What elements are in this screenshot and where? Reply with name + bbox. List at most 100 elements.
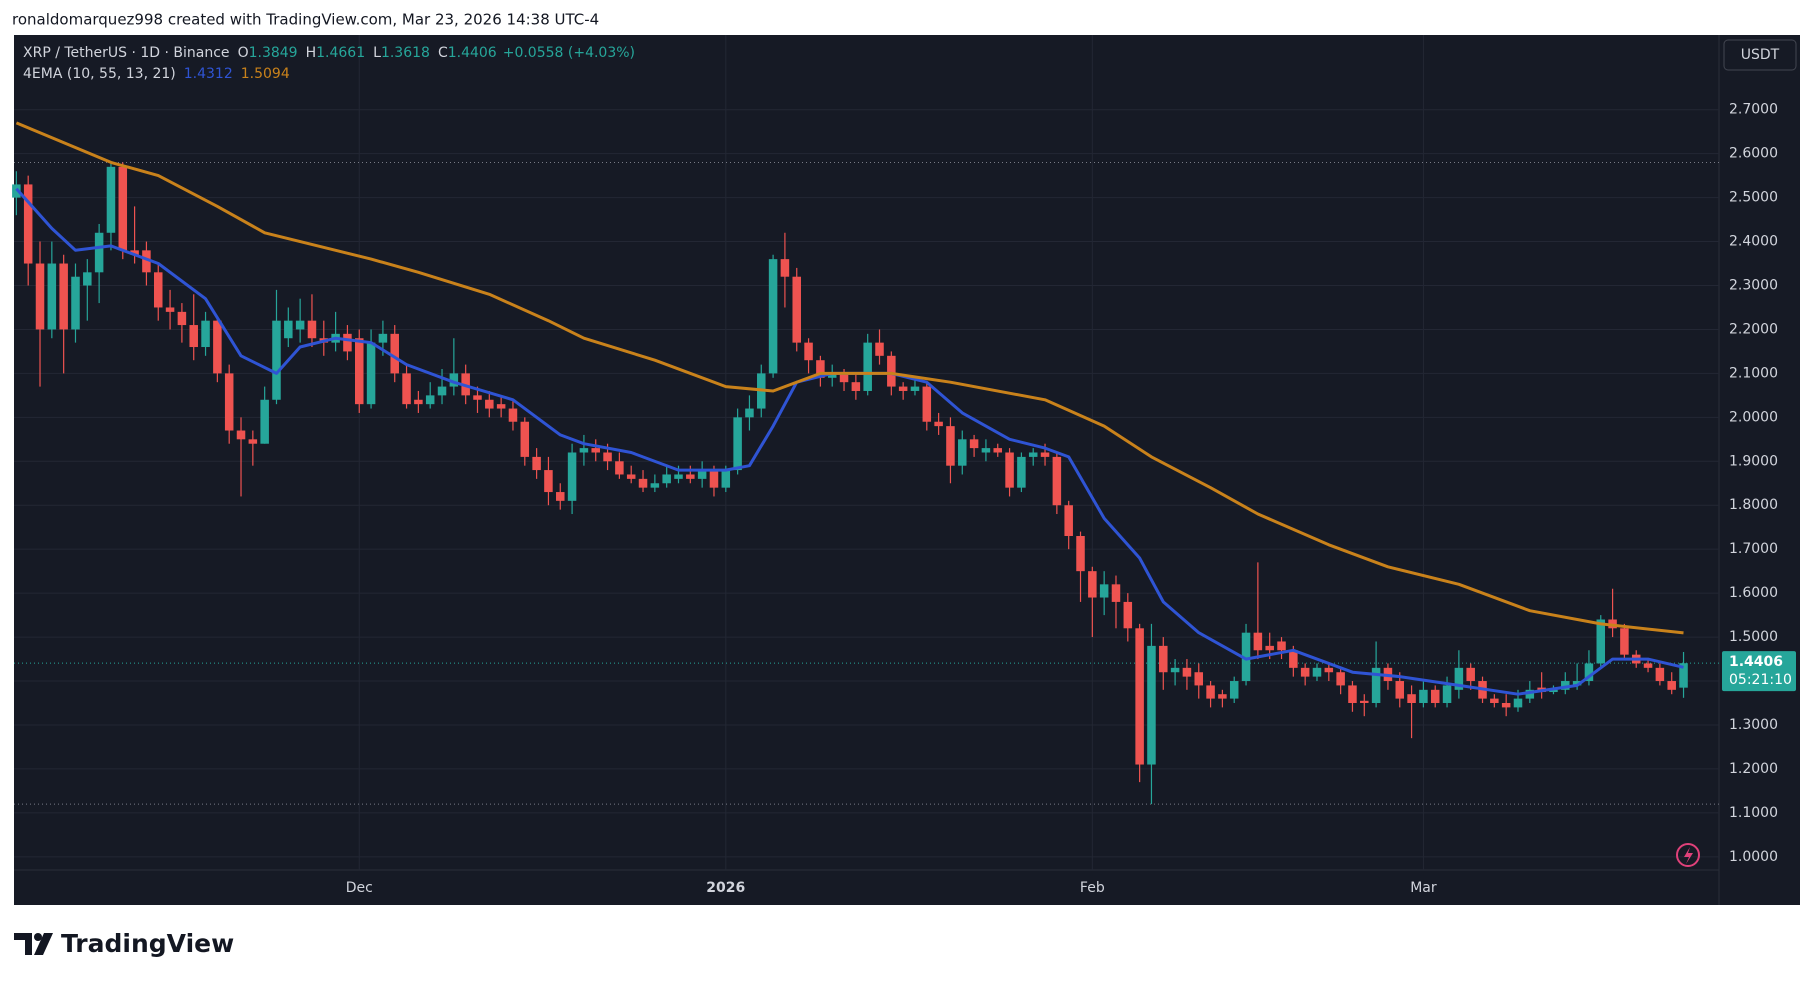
candle-body [1442,685,1452,703]
grid [14,35,1719,870]
candle-body [875,342,884,356]
candle-body [1348,685,1357,703]
candle-body [1241,632,1251,682]
candle-body [496,404,506,409]
plot [12,121,1719,805]
legend: XRP / TetherUS · 1D · Binance O1.3849 H1.4… [23,45,635,82]
candle-body [473,395,482,400]
y-tick-label: 1.0000 [1729,849,1778,865]
candle-body [839,373,849,383]
candle-body [780,259,790,277]
candle-body [946,426,955,466]
candle-body [189,325,198,348]
candle-body [721,470,731,488]
candle-body [768,259,778,374]
y-tick-label: 1.6000 [1729,585,1778,601]
candle-body [248,439,258,444]
candle-body [224,373,234,431]
candle-body [378,333,388,343]
y-tick-label: 1.3000 [1729,717,1778,733]
ohlc-key: L [373,45,381,61]
candle-body [1513,698,1523,708]
candle-body [83,272,92,286]
candle-body [993,448,1003,453]
candle-body [355,338,364,405]
candle-body [437,386,447,396]
ohlc-key: H [306,45,317,61]
candle-body [153,272,163,308]
y-tick-label: 2.5000 [1729,190,1778,206]
ohlc-key: C [438,45,448,61]
candle-body [1076,536,1085,572]
candle-body [1643,663,1653,668]
legend-line: XRP / TetherUS · 1D · Binance O1.3849 H1.4… [23,45,635,61]
logo-part [14,933,32,955]
candle-body [1360,700,1369,703]
candle-body [1655,667,1665,682]
candle-body [1088,571,1097,598]
logo-part [34,933,42,941]
candle-body [449,373,459,387]
candle-body [827,373,837,378]
y-tick-label: 2.0000 [1729,409,1778,425]
ohlc-key: O [238,45,249,61]
legend-line: 4EMA (10, 55, 13, 21) 1.4312 1.5094 [23,66,290,82]
ohlc-value: 1.4661 [316,45,365,61]
candle-body [579,448,589,453]
candle-body [638,478,648,488]
candle-body [1584,663,1594,682]
candle-body [1501,703,1511,708]
candle-body [425,395,435,405]
currency-label[interactable]: USDT [1741,47,1780,63]
x-tick-label: Feb [1080,880,1105,896]
candle-body [47,263,57,330]
candle-body [626,474,636,479]
candle-body [697,470,707,479]
candle-body [1549,689,1558,693]
candle-body [863,342,872,391]
candle-body [1005,452,1014,488]
candle-body [1135,628,1144,765]
axes: 1.00001.10001.20001.30001.40001.50001.60… [346,102,1796,896]
candle-body [414,399,423,405]
candle-body [508,408,518,422]
brand-logo [14,933,53,955]
candle-body [544,470,553,493]
candle-body [390,333,399,374]
candle-body [1229,681,1239,699]
candle-body [1159,645,1168,673]
candle-body [922,386,932,422]
candle-body [59,263,68,330]
y-tick-label: 2.7000 [1729,102,1778,118]
candle-body [1490,698,1499,703]
candle-body [1123,601,1133,629]
chart-panel [14,35,1800,905]
y-tick-label: 1.9000 [1729,453,1778,469]
x-tick-label: Mar [1410,880,1437,896]
candle-body [934,421,943,427]
candle-body [23,184,33,264]
ohlc-value: 1.3849 [249,45,298,61]
currency-button[interactable] [1723,39,1797,71]
candle-body [981,448,991,453]
candle-body [1466,667,1475,682]
indicator-name: 4EMA (10, 55, 13, 21) [23,66,176,82]
candle-body [745,408,754,418]
candle-body [1667,681,1676,690]
indicator-value: 1.5094 [241,66,290,82]
candle-body [709,470,719,488]
candle-body [366,342,376,405]
x-tick-label: Dec [346,880,373,896]
lightning-icon[interactable] [1676,843,1700,867]
candle-body [615,461,624,475]
candle-body [94,232,104,273]
brand-name: TradingView [61,929,234,958]
candle-body [1099,584,1109,598]
y-tick-label: 1.1000 [1729,805,1778,821]
candle-body [1596,619,1606,664]
indicator-value: 1.4312 [184,66,233,82]
candle-body [567,452,577,501]
candle-body [1052,456,1062,506]
candle-body [686,474,695,479]
candle-body [851,382,861,391]
